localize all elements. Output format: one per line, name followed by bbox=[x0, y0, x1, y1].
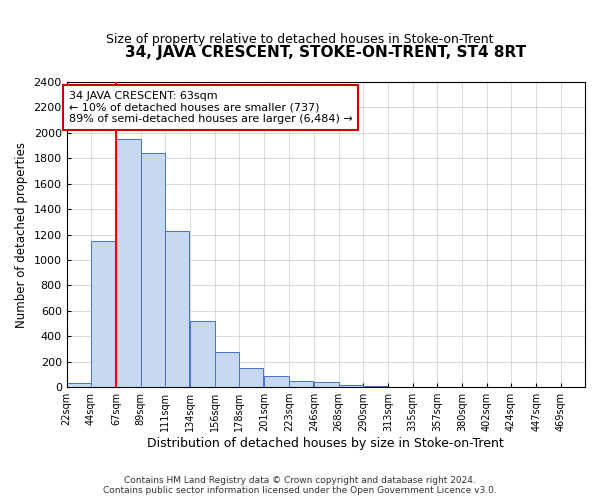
Bar bbox=[437, 386, 461, 387]
Bar bbox=[190, 321, 215, 387]
Bar bbox=[338, 386, 363, 387]
Bar bbox=[463, 386, 487, 387]
Bar bbox=[289, 381, 313, 387]
Title: 34, JAVA CRESCENT, STOKE-ON-TRENT, ST4 8RT: 34, JAVA CRESCENT, STOKE-ON-TRENT, ST4 8… bbox=[125, 45, 526, 60]
Bar bbox=[536, 386, 560, 387]
Bar bbox=[141, 153, 165, 387]
Bar bbox=[413, 386, 437, 387]
Text: Contains HM Land Registry data © Crown copyright and database right 2024.
Contai: Contains HM Land Registry data © Crown c… bbox=[103, 476, 497, 495]
Bar bbox=[91, 241, 115, 387]
Text: Size of property relative to detached houses in Stoke-on-Trent: Size of property relative to detached ho… bbox=[106, 32, 494, 46]
Y-axis label: Number of detached properties: Number of detached properties bbox=[15, 142, 28, 328]
Bar bbox=[314, 382, 338, 387]
Bar bbox=[363, 386, 387, 387]
Bar bbox=[215, 352, 239, 387]
Bar bbox=[116, 139, 141, 387]
Bar bbox=[165, 231, 190, 387]
Bar bbox=[265, 376, 289, 387]
Text: 34 JAVA CRESCENT: 63sqm
← 10% of detached houses are smaller (737)
89% of semi-d: 34 JAVA CRESCENT: 63sqm ← 10% of detache… bbox=[69, 91, 353, 124]
X-axis label: Distribution of detached houses by size in Stoke-on-Trent: Distribution of detached houses by size … bbox=[148, 437, 504, 450]
Bar bbox=[239, 368, 263, 387]
Bar bbox=[67, 384, 91, 387]
Bar bbox=[388, 386, 413, 387]
